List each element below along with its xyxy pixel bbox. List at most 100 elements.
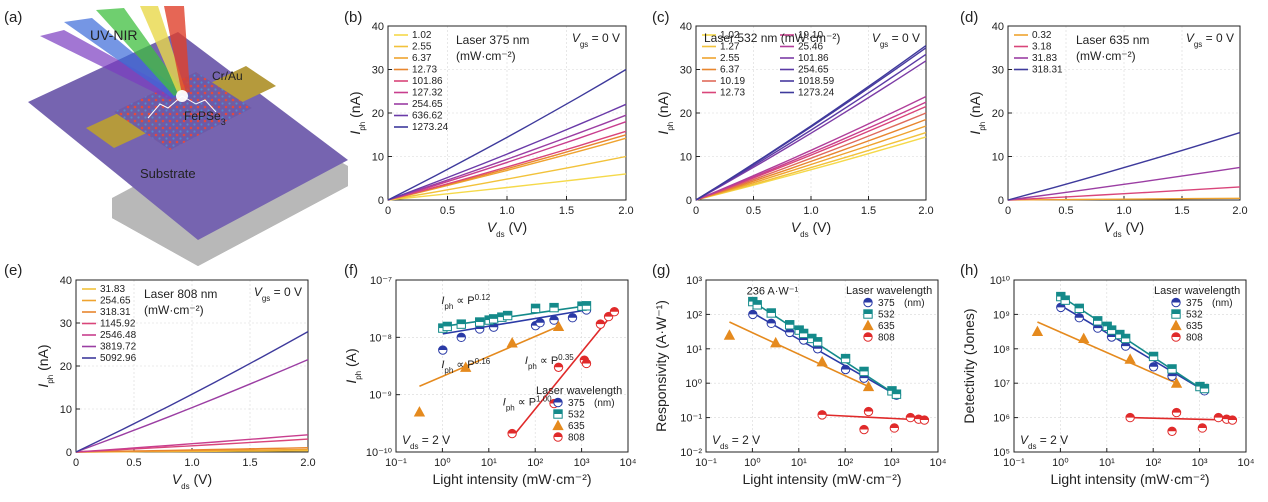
y-tick-label: 10⁵	[993, 447, 1010, 459]
legend-entry: 25.46	[798, 42, 823, 53]
x-tick-label: 10¹	[1099, 457, 1115, 469]
x-axis-label: Light intensity (mW·cm⁻²)	[1050, 471, 1209, 487]
panel-label-h: (h)	[960, 262, 978, 279]
fit-line	[442, 304, 587, 328]
legend-entry: 3.18	[1032, 42, 1052, 53]
chart-title: Laser 635 nm	[1076, 33, 1149, 47]
x-tick-label: 10³	[1192, 457, 1208, 469]
chart-d: 0 0.5 1.0 1.5 2.0 0 10 20 30 40 Vds (V) Iph (nA) 0.3…	[967, 21, 1248, 239]
fit-line	[1060, 304, 1205, 392]
panel-label-e: (e)	[4, 262, 22, 279]
series-line	[387, 130, 627, 201]
y-tick-label: 10⁹	[993, 309, 1010, 321]
data-point	[862, 380, 875, 392]
fit-label: Iph ∝ P0.35	[525, 353, 574, 371]
y-tick-label: 40	[992, 21, 1004, 33]
legend-entry: 31.83	[1032, 53, 1057, 64]
y-tick-label: 10²	[686, 309, 702, 321]
y-tick-label: 10⁻⁹	[369, 390, 392, 402]
data-point	[1031, 325, 1044, 337]
series-line	[75, 358, 309, 453]
legend-entry: 101.86	[412, 76, 443, 87]
y-tick-label: 0	[998, 195, 1004, 207]
series-line	[75, 447, 309, 453]
x-tick-label: 10⁰	[744, 457, 761, 469]
y-tick-label: 30	[60, 318, 72, 330]
legend-entry: 375	[1186, 298, 1203, 309]
plot-frame	[395, 279, 629, 453]
chart-f: 10⁻¹ 10⁰ 10¹ 10² 10³ 10⁴ 10⁻¹⁰ 10⁻⁹ 10⁻⁸ 10⁻⁷ Ligh…	[343, 275, 637, 487]
y-tick-label: 10⁶	[993, 413, 1010, 425]
series-line	[387, 68, 627, 201]
fit-label: Iph ∝ P0.16	[441, 357, 490, 375]
legend-entry: 808	[568, 433, 585, 444]
fit-label: Iph ∝ P0.12	[441, 293, 490, 311]
y-axis-label: Iph (nA)	[655, 91, 675, 134]
y-tick-label: 0	[66, 447, 72, 459]
x-axis-label: Vds (V)	[1104, 219, 1144, 239]
chart-unit: (mW·cm⁻²)	[1076, 49, 1136, 63]
legend-entry: 1273.24	[798, 88, 835, 99]
legend-marker	[862, 319, 874, 331]
x-axis-label: Light intensity (mW·cm⁻²)	[432, 471, 591, 487]
gate-voltage-note: Vgs = 0 V	[254, 285, 302, 303]
beam-yellow	[140, 6, 186, 94]
chart-title: Laser 808 nm	[144, 287, 217, 301]
legend-entry: 635	[1186, 321, 1203, 332]
fit-label: Iph ∝ P1.00	[503, 394, 552, 412]
x-tick-label: 10⁻¹	[1003, 457, 1025, 469]
series-line	[1007, 131, 1241, 201]
legend-entry: 532	[1186, 310, 1203, 321]
legend-entry: 254.65	[412, 99, 443, 110]
panel-label-b: (b)	[344, 9, 362, 26]
series-635	[723, 329, 875, 392]
chart-title: Laser 532 nm (mW·cm⁻²)	[704, 31, 840, 45]
x-tick-label: 1.5	[559, 205, 574, 217]
series-line	[695, 131, 927, 201]
legend-entry: 318.31	[1032, 65, 1063, 76]
legend-entry: 101.86	[798, 53, 829, 64]
series-line	[75, 330, 309, 453]
chart-title: Laser 375 nm	[456, 33, 529, 47]
panel-label-a: (a)	[4, 9, 22, 26]
plot-frame	[1013, 279, 1247, 453]
series-635	[413, 320, 565, 417]
series-line	[695, 101, 927, 201]
x-tick-label: 10³	[574, 457, 590, 469]
chart-g: 10⁻¹ 10⁰ 10¹ 10² 10³ 10⁴10⁻²10⁻¹10⁰10¹10²10³L…	[653, 275, 947, 487]
legend-entry: 2546.48	[100, 330, 137, 341]
legend-entry: 2.55	[720, 53, 740, 64]
y-axis-label: Responsivity (A·W⁻¹)	[653, 300, 669, 432]
fit-line	[1060, 295, 1205, 392]
panel-label-c: (c)	[652, 9, 670, 26]
series-532	[438, 301, 592, 333]
y-tick-label: 40	[372, 21, 384, 33]
x-tick-label: 10¹	[791, 457, 807, 469]
chart-h: 10⁻¹ 10⁰ 10¹ 10² 10³ 10⁴ 10⁵ 10⁶ 10⁷ 10⁸ 10⁹ 10¹⁰ Li…	[961, 275, 1255, 487]
x-tick-label: 0.5	[440, 205, 455, 217]
data-point	[770, 336, 782, 348]
series-line	[75, 434, 309, 453]
peak-label: 236 A·W⁻¹	[747, 285, 799, 297]
data-point	[506, 337, 518, 348]
series-532	[748, 296, 902, 399]
legend-entry: 1.02	[720, 30, 740, 41]
y-tick-label: 20	[60, 361, 72, 373]
y-tick-label: 10⁻²	[680, 447, 702, 459]
legend-entry: 19.10	[798, 30, 823, 41]
series-line	[695, 95, 927, 201]
x-tick-label: 10⁴	[930, 457, 947, 469]
x-tick-label: 2.0	[618, 205, 633, 217]
chart-e: 0 0.5 1.0 1.5 2.0 0 10 20 30 40 Vds (V) Iph (nA) 31.…	[35, 275, 316, 491]
y-tick-label: 10	[60, 404, 72, 416]
y-tick-label: 10³	[686, 275, 702, 287]
legend-entry: 5092.96	[100, 353, 137, 364]
legend-marker	[552, 419, 564, 431]
legend-entry: 532	[568, 410, 585, 421]
photocurrent-sparks	[147, 95, 217, 119]
gate-voltage-note: Vgs = 0 V	[872, 31, 920, 49]
y-tick-label: 30	[372, 65, 384, 77]
x-axis-label: Vds (V)	[172, 471, 212, 491]
fit-line	[511, 311, 616, 438]
y-axis-label: Iph (nA)	[347, 91, 367, 134]
